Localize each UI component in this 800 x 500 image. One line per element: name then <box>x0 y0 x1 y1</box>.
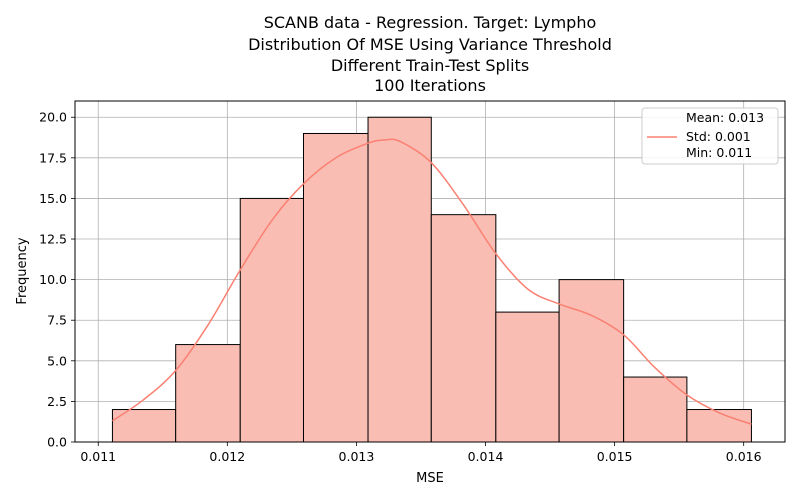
histogram-bar <box>430 214 497 443</box>
x-tick-label: 0.015 <box>597 449 633 464</box>
y-tick-label: 17.5 <box>39 150 67 165</box>
x-axis-ticks: 0.011 0.012 0.013 0.014 0.015 0.016 <box>80 442 762 464</box>
y-tick-label: 12.5 <box>39 232 67 247</box>
y-tick-label: 20.0 <box>39 110 67 125</box>
title-line-4: 100 Iterations <box>374 76 486 95</box>
y-axis-label: Frequency <box>15 237 30 304</box>
y-tick-label: 15.0 <box>39 191 67 206</box>
y-tick-label: 7.5 <box>47 313 67 328</box>
y-tick-label: 0.0 <box>47 435 67 450</box>
x-axis-label: MSE <box>416 471 444 486</box>
y-tick-label: 2.5 <box>47 394 67 409</box>
x-tick-label: 0.011 <box>80 449 116 464</box>
title-line-1: SCANB data - Regression. Target: Lympho <box>264 13 597 32</box>
histogram-bar <box>302 132 369 443</box>
histogram-bar <box>558 279 625 443</box>
title-line-3: Different Train-Test Splits <box>331 56 529 75</box>
title-line-2: Distribution Of MSE Using Variance Thres… <box>248 35 612 54</box>
histogram-bar <box>239 197 304 443</box>
kde-curve <box>112 138 752 425</box>
histogram-bar <box>495 311 560 443</box>
histogram-bar <box>367 116 432 443</box>
histogram-bars <box>111 116 752 443</box>
x-tick-label: 0.012 <box>209 449 245 464</box>
x-tick-label: 0.014 <box>468 449 504 464</box>
x-tick-label: 0.013 <box>339 449 375 464</box>
x-tick-label: 0.016 <box>726 449 762 464</box>
chart-title: SCANB data - Regression. Target: Lympho … <box>248 13 612 95</box>
y-axis-ticks: 0.0 2.5 5.0 7.5 10.0 12.5 15.0 17.5 20.0 <box>39 110 75 450</box>
legend-box <box>641 107 779 165</box>
legend-entry-mean: Mean: 0.013 <box>686 110 764 125</box>
histogram-bar <box>623 376 688 443</box>
legend: Mean: 0.013 Std: 0.001 Min: 0.011 <box>641 107 779 165</box>
legend-entry-std: Std: 0.001 <box>686 129 751 144</box>
y-tick-label: 5.0 <box>47 353 67 368</box>
y-tick-label: 10.0 <box>39 272 67 287</box>
legend-entry-min: Min: 0.011 <box>686 145 752 160</box>
kde-curve-layer <box>112 138 752 425</box>
histogram-bar <box>686 409 752 443</box>
plot-frame <box>74 100 786 443</box>
